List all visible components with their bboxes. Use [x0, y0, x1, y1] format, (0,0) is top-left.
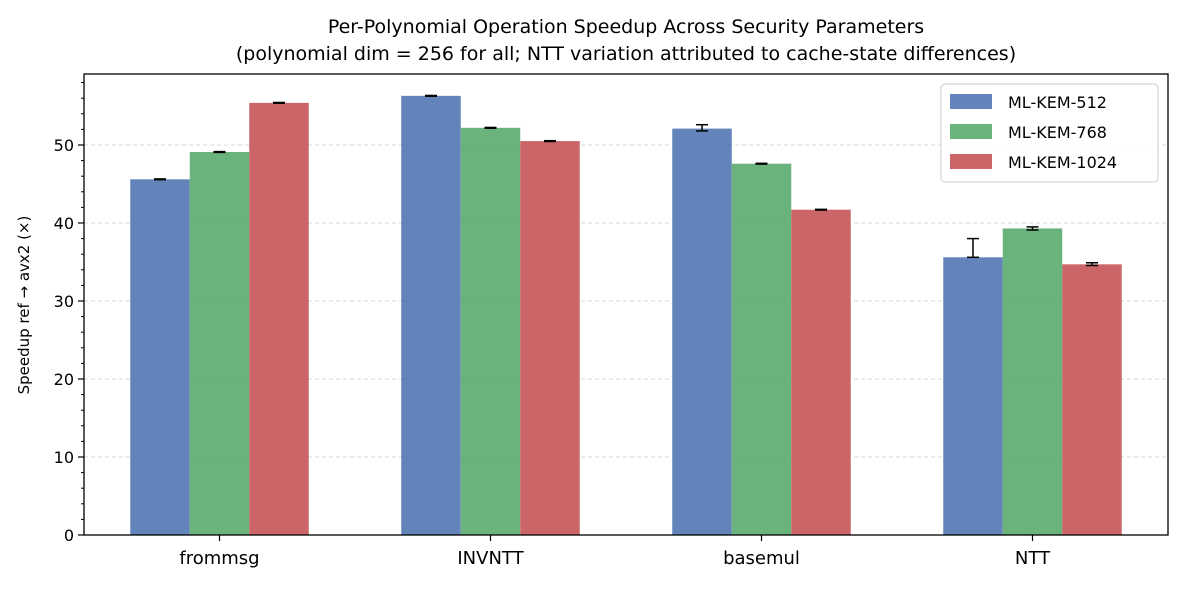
chart-title: Per-Polynomial Operation Speedup Across …: [328, 16, 924, 38]
bar-NTT-ML-KEM-768: [1002, 228, 1063, 535]
legend-swatch: [950, 124, 992, 139]
legend-swatch: [950, 94, 992, 109]
bar-INVNTT-ML-KEM-768: [460, 127, 521, 536]
x-tick-label: NTT: [1015, 548, 1051, 569]
plot-frame: [83, 73, 1169, 536]
y-tick-label: 20: [54, 370, 74, 389]
bar-frommsg-ML-KEM-1024: [249, 102, 309, 535]
axes: 0 10 20 30 40 50 frommsg INVNTT basemul NTT: [54, 73, 1169, 569]
y-tick-label: 0: [64, 526, 74, 545]
bar-NTT-ML-KEM-512: [943, 257, 1003, 535]
y-tick-label: 30: [54, 292, 74, 311]
x-tick-label: frommsg: [179, 548, 259, 569]
bar-frommsg-ML-KEM-768: [189, 152, 250, 535]
bar-frommsg-ML-KEM-512: [130, 179, 190, 535]
legend-label: ML-KEM-512: [1008, 93, 1107, 112]
legend-box: [940, 83, 1159, 183]
x-tick-label: basemul: [723, 548, 800, 569]
y-tick-label: 10: [54, 448, 74, 467]
x-tick-label: INVNTT: [457, 548, 524, 569]
bar-basemul-ML-KEM-1024: [791, 209, 851, 535]
legend-label: ML-KEM-768: [1008, 123, 1107, 142]
legend-swatch: [950, 154, 992, 169]
chart-subtitle: (polynomial dim = 256 for all; NTT varia…: [236, 43, 1016, 65]
legend: ML-KEM-512 ML-KEM-768 ML-KEM-1024: [940, 83, 1159, 183]
bars: [130, 94, 1122, 536]
bar-basemul-ML-KEM-512: [672, 128, 732, 536]
legend-label: ML-KEM-1024: [1008, 153, 1117, 172]
y-axis-label: Speedup ref → avx2 (×): [15, 216, 33, 395]
y-tick-label: 50: [54, 136, 74, 155]
y-tick-label: 40: [54, 214, 74, 233]
bar-NTT-ML-KEM-1024: [1062, 264, 1122, 535]
bar-INVNTT-ML-KEM-512: [401, 95, 461, 536]
bar-INVNTT-ML-KEM-1024: [520, 141, 580, 535]
bar-basemul-ML-KEM-768: [731, 163, 792, 535]
